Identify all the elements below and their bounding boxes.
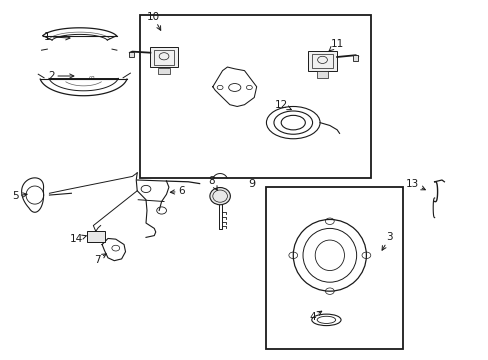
Bar — [154, 50, 173, 64]
Bar — [316, 71, 328, 78]
Bar — [266, 187, 402, 348]
Bar — [352, 55, 357, 61]
Bar — [87, 231, 104, 242]
Text: 13: 13 — [405, 179, 425, 190]
Text: 14: 14 — [69, 234, 86, 244]
Text: 11: 11 — [328, 39, 343, 51]
Ellipse shape — [209, 188, 230, 205]
Bar — [311, 54, 332, 68]
Bar — [150, 47, 177, 67]
Text: 6: 6 — [170, 186, 184, 197]
Bar — [158, 68, 169, 74]
Text: cp: cp — [89, 75, 96, 80]
Text: 7: 7 — [94, 254, 106, 265]
Text: 8: 8 — [208, 176, 217, 190]
Text: 2: 2 — [48, 71, 74, 81]
Bar — [307, 51, 336, 71]
Text: 1: 1 — [43, 32, 70, 41]
Text: 4: 4 — [309, 311, 321, 322]
Text: 12: 12 — [274, 100, 291, 110]
Bar — [129, 51, 134, 57]
Text: 10: 10 — [146, 12, 161, 30]
Text: 9: 9 — [248, 179, 255, 189]
Bar — [140, 15, 370, 178]
Text: 3: 3 — [381, 232, 392, 250]
Text: 5: 5 — [12, 191, 27, 201]
